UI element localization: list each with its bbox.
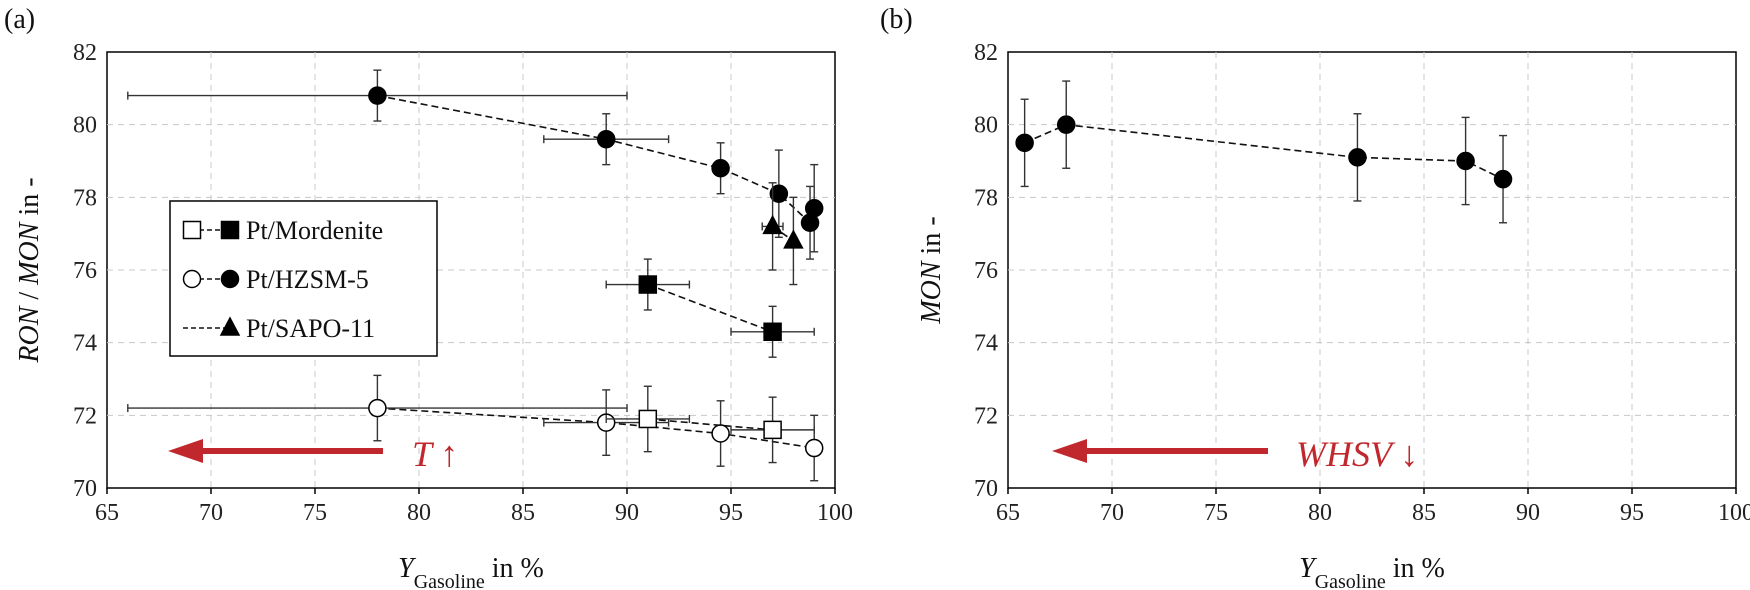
- y-tick-label: 78: [73, 185, 97, 211]
- legend-label: Pt/Mordenite: [246, 216, 383, 245]
- data-point: [711, 424, 730, 443]
- x-tick-label: 70: [1100, 500, 1124, 526]
- series-line: [377, 407, 815, 449]
- legend-filled-marker: [219, 316, 241, 336]
- y-tick-label: 78: [974, 185, 998, 211]
- panel-b-x-axis-title: YGasoline in %: [1299, 553, 1445, 590]
- legend-open-marker: [182, 220, 202, 240]
- data-point: [1456, 151, 1475, 171]
- x-tick-label: 90: [1516, 500, 1540, 526]
- panel-a-y-axis-title: RON / MON in -: [14, 177, 45, 363]
- panel-b-annotation: WHSV ↓: [1052, 434, 1418, 474]
- x-tick-label: 100: [1718, 500, 1750, 526]
- data-point: [763, 322, 782, 342]
- series-mon: [1015, 80, 1513, 224]
- x-tick-label: 80: [407, 500, 431, 526]
- data-point: [638, 409, 658, 429]
- y-tick-label: 72: [73, 403, 97, 429]
- annotation-text: WHSV ↓: [1296, 434, 1418, 474]
- y-tick-label: 80: [73, 113, 97, 139]
- data-point: [711, 159, 730, 178]
- panel-a-legend: Pt/Mordenite Pt/HZSM-5 Pt/SAPO-11: [169, 200, 438, 357]
- panel-a-x-axis-title: YGasoline in %: [398, 553, 544, 590]
- x-tick-label: 95: [719, 500, 743, 526]
- x-tick-label: 75: [303, 500, 327, 526]
- x-tick-label: 85: [511, 500, 535, 526]
- legend-entry: Pt/SAPO-11: [183, 314, 375, 343]
- x-tick-label: 80: [1308, 500, 1332, 526]
- panel-b-y-axis-title: MON in -: [916, 216, 947, 324]
- legend-filled-marker: [220, 269, 240, 289]
- y-tick-label: 72: [974, 403, 998, 429]
- x-tick-label: 100: [817, 500, 853, 526]
- data-point: [1056, 115, 1076, 134]
- legend-entry: Pt/Mordenite: [182, 216, 383, 245]
- data-point: [1015, 133, 1034, 153]
- legend-filled-marker: [220, 220, 240, 240]
- x-tick-label: 65: [95, 500, 119, 526]
- data-point: [368, 398, 387, 418]
- panel-a-label: (a): [4, 4, 35, 35]
- y-tick-label: 70: [974, 476, 998, 502]
- annotation-arrow-head: [1052, 439, 1087, 463]
- panel-b-label: (b): [880, 4, 913, 35]
- data-point: [368, 86, 387, 105]
- y-tick-label: 80: [974, 113, 998, 139]
- series-pt-sapo-11-ron: [761, 182, 804, 286]
- series-line: [647, 418, 773, 431]
- data-point: [763, 420, 782, 440]
- x-tick-label: 65: [996, 500, 1020, 526]
- data-point: [596, 129, 616, 149]
- y-tick-label: 76: [974, 258, 998, 284]
- data-point: [804, 438, 824, 458]
- series-pt-mordenite-mon: [605, 385, 815, 464]
- y-tick-label: 82: [974, 40, 998, 66]
- y-tick-label: 74: [974, 331, 998, 357]
- y-tick-label: 70: [73, 476, 97, 502]
- data-point: [1348, 148, 1367, 167]
- data-point: [638, 275, 658, 294]
- data-point: [769, 184, 789, 203]
- legend-open-marker: [182, 269, 202, 289]
- legend-label: Pt/SAPO-11: [246, 314, 375, 343]
- x-tick-label: 95: [1620, 500, 1644, 526]
- y-tick-label: 82: [73, 40, 97, 66]
- data-point: [762, 214, 783, 235]
- legend-box: [169, 200, 438, 357]
- legend-entry: Pt/HZSM-5: [182, 265, 369, 294]
- series-pt-hzsm-5-ron: [127, 69, 824, 260]
- series-line: [647, 283, 773, 333]
- data-point: [1493, 169, 1513, 189]
- data-point: [804, 198, 824, 218]
- annotation-text: T ↑: [412, 434, 458, 474]
- y-tick-label: 74: [73, 331, 97, 357]
- annotation-arrow-head: [168, 439, 203, 463]
- x-tick-label: 85: [1412, 500, 1436, 526]
- series-pt-mordenite-ron: [605, 258, 815, 358]
- panel-a-annotation: T ↑: [168, 434, 458, 474]
- x-tick-label: 70: [199, 500, 223, 526]
- y-tick-label: 76: [73, 258, 97, 284]
- x-tick-label: 75: [1204, 500, 1228, 526]
- x-tick-label: 90: [615, 500, 639, 526]
- data-point: [783, 229, 804, 249]
- legend-label: Pt/HZSM-5: [246, 265, 369, 294]
